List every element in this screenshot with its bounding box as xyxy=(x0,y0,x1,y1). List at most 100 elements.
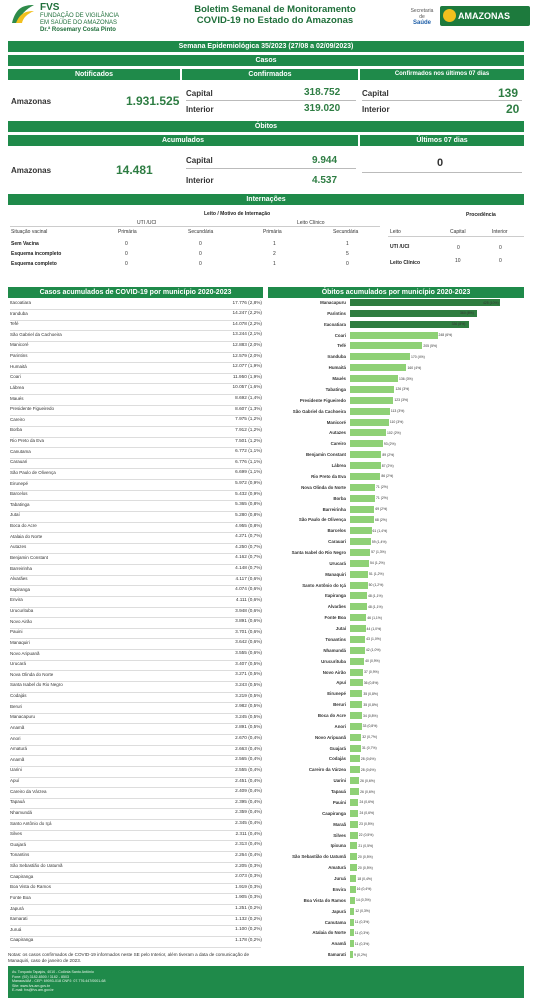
municipio-casos-value: 1.132 (0,2%) xyxy=(235,915,262,921)
municipio-name: Presidente Figueiredo xyxy=(10,406,55,412)
casos-capital-label: Capital xyxy=(186,89,213,98)
proc-capital-header: Capital xyxy=(450,229,466,235)
obito-bar xyxy=(350,309,478,317)
obito-bar-label: 37 (0,9%) xyxy=(364,670,379,675)
obito-bar-label: 248 (6%) xyxy=(438,333,453,338)
obito-bar xyxy=(350,581,368,589)
divider xyxy=(186,168,356,169)
municipio-casos-value: 4.074 (0,6%) xyxy=(235,586,262,592)
obito-bar-label: 35 (0,8%) xyxy=(363,691,379,696)
obito-municipio-name: Silves xyxy=(333,832,346,838)
header: FVS FUNDAÇÃO DE VIGILÂNCIA EM SAÚDE DO A… xyxy=(0,0,547,36)
municipio-name: Beruri xyxy=(10,703,23,709)
obito-bar xyxy=(350,462,381,470)
municipio-name: Tabatinga xyxy=(10,501,30,507)
obito-bar-label: 87 (2%) xyxy=(381,463,394,468)
state-seal-icon xyxy=(443,9,456,22)
municipio-casos-value: 2.313 (0,4%) xyxy=(235,841,262,847)
footer-address: Av. Torquato Tapajós, 4010 - Colônia San… xyxy=(12,970,94,974)
municipio-name: Amaturá xyxy=(10,746,28,752)
obito-bar xyxy=(350,766,360,774)
obito-bar xyxy=(350,472,381,480)
obito-bar-label: 23 (0,5%) xyxy=(359,822,374,827)
municipio-casos-value: 6.776 (1,1%) xyxy=(235,458,262,464)
obito-bar-label: 28 (0,6%) xyxy=(360,767,376,772)
row-divider xyxy=(10,510,261,512)
row-divider xyxy=(10,787,261,789)
obito-municipio-name: Urucurituba xyxy=(321,658,346,664)
row-divider xyxy=(10,659,261,661)
obito-bar-label: 61 (1,4%) xyxy=(372,528,388,533)
obito-bar xyxy=(350,527,372,535)
obito-bar xyxy=(350,853,358,861)
row-divider xyxy=(10,797,261,799)
obito-bar-label: 35 (0,8%) xyxy=(363,702,379,707)
municipio-casos-value: 8.692 (1,4%) xyxy=(235,395,262,401)
row-divider xyxy=(10,595,261,597)
obito-bar xyxy=(350,885,356,893)
row-divider xyxy=(10,564,261,566)
obito-bar-label: 22 (0,5%) xyxy=(358,833,374,838)
obito-municipio-name: Coari xyxy=(334,332,346,338)
obito-bar xyxy=(350,842,358,850)
row-divider xyxy=(10,670,261,672)
row-divider xyxy=(10,447,261,449)
intern-row-value: 1 xyxy=(273,241,276,247)
divider xyxy=(186,100,356,101)
obito-bar xyxy=(350,712,362,720)
ultimos-obitos-header: Últimos 07 dias xyxy=(360,135,524,146)
obito-bar xyxy=(350,592,367,600)
obito-bar xyxy=(350,342,423,350)
obitos-ultimos-value: 0 xyxy=(437,157,444,169)
row-divider xyxy=(10,882,261,884)
row-divider xyxy=(10,702,261,704)
obito-municipio-name: Japurá xyxy=(331,908,346,914)
obito-bar-label: 136 (3%) xyxy=(399,376,413,381)
row-divider xyxy=(10,521,261,523)
obito-bar-label: 360 (8%) xyxy=(460,311,474,316)
municipio-casos-value: 12.883 (2,0%) xyxy=(232,341,262,347)
proc-interior-header: Interior xyxy=(492,229,508,235)
municipio-casos-value: 3.642 (0,6%) xyxy=(235,639,262,645)
obito-municipio-name: Santa Isabel do Rio Negro xyxy=(291,549,346,555)
municipio-name: Itapiranga xyxy=(10,586,31,592)
obito-bar xyxy=(350,538,371,546)
obito-bar-label: 57 (1,3%) xyxy=(371,550,386,555)
obito-bar xyxy=(350,668,364,676)
obito-municipio-name: Alvarães xyxy=(327,604,346,610)
row-divider xyxy=(10,532,261,534)
municipio-name: Santa Isabel do Rio Negro xyxy=(10,682,63,688)
municipio-casos-value: 7.912 (1,2%) xyxy=(235,426,262,432)
obito-bar xyxy=(350,701,363,709)
municipio-name: Urucará xyxy=(10,661,27,667)
obito-bar xyxy=(350,755,360,763)
municipio-casos-value: 4.117 (0,6%) xyxy=(235,575,263,581)
obito-bar-label: 26 (0,6%) xyxy=(360,778,375,783)
obito-bar-label: 18 (0,4%) xyxy=(357,876,373,881)
municipio-name: Nova Olinda do Norte xyxy=(10,671,54,677)
amazonas-logo: AMAZONAS xyxy=(440,6,530,26)
footer-site: Site: www.fvs.am.gov.br xyxy=(12,983,51,988)
row-divider xyxy=(10,755,261,757)
footer-phone: Fone: (92) 3182-8500 / 3182 - 8503 xyxy=(12,974,69,979)
row-divider xyxy=(10,893,261,895)
obito-municipio-name: São Gabriel da Cachoeira xyxy=(292,408,346,414)
obito-municipio-name: Jutaí xyxy=(335,626,346,632)
municipio-casos-value: 2.345 (0,4%) xyxy=(235,820,262,826)
obito-bar xyxy=(350,831,358,839)
municipio-casos-value: 2.451 (0,4%) xyxy=(235,777,262,783)
municipio-casos-value: 2.663 (0,4%) xyxy=(235,745,262,751)
obito-bar-label: 59 (1,4%) xyxy=(371,539,387,544)
municipio-casos-value: 5.365 (0,8%) xyxy=(235,501,262,507)
row-divider xyxy=(10,808,261,810)
obitos-interior-label: Interior xyxy=(186,176,214,185)
obito-bar xyxy=(350,690,363,698)
intern-row-label: Esquema incompleto xyxy=(11,251,62,257)
municipio-casos-value: 5.972 (0,9%) xyxy=(235,480,262,486)
municipio-name: Jutaí xyxy=(10,512,20,518)
row-divider xyxy=(10,723,261,725)
obito-bar-label: 24 (0,6%) xyxy=(359,800,375,805)
municipio-casos-value: 2.555 (0,4%) xyxy=(235,766,262,772)
obito-bar-label: 170 (4%) xyxy=(411,354,425,359)
obito-bar xyxy=(350,396,394,404)
